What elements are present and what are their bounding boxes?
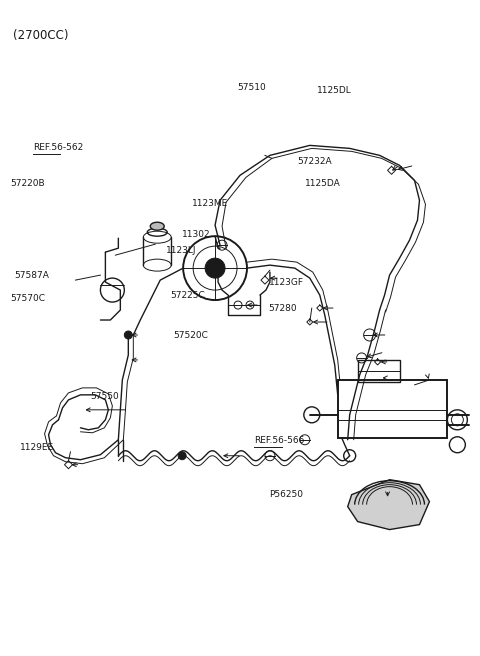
Text: 57550: 57550 xyxy=(91,392,120,401)
Text: 1123GF: 1123GF xyxy=(269,277,304,287)
Text: REF.56-566: REF.56-566 xyxy=(254,436,305,445)
Bar xyxy=(338,380,447,438)
Circle shape xyxy=(124,331,132,339)
Text: 1123LJ: 1123LJ xyxy=(166,246,197,255)
Text: 57570C: 57570C xyxy=(10,294,45,303)
Text: 1129EE: 1129EE xyxy=(20,443,54,451)
Text: 57225C: 57225C xyxy=(170,291,205,300)
Bar xyxy=(358,360,399,382)
Text: 11302: 11302 xyxy=(181,230,210,239)
Ellipse shape xyxy=(150,222,164,230)
Text: 57520C: 57520C xyxy=(173,331,208,340)
Text: 57280: 57280 xyxy=(269,304,297,313)
Text: REF.56-562: REF.56-562 xyxy=(33,144,83,152)
Text: P56250: P56250 xyxy=(269,491,303,499)
Circle shape xyxy=(178,452,186,460)
Text: 1125DA: 1125DA xyxy=(305,180,340,188)
Text: 57587A: 57587A xyxy=(14,271,49,280)
Text: 57220B: 57220B xyxy=(10,180,45,188)
Text: (2700CC): (2700CC) xyxy=(12,29,68,41)
Polygon shape xyxy=(348,480,430,529)
Text: 1123ME: 1123ME xyxy=(192,199,228,208)
Text: 1125DL: 1125DL xyxy=(317,86,351,95)
Text: 57510: 57510 xyxy=(238,83,266,92)
Text: 57232A: 57232A xyxy=(298,157,332,165)
Circle shape xyxy=(205,258,225,278)
